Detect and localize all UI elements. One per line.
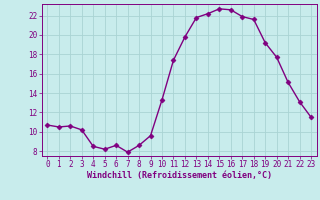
X-axis label: Windchill (Refroidissement éolien,°C): Windchill (Refroidissement éolien,°C) bbox=[87, 171, 272, 180]
